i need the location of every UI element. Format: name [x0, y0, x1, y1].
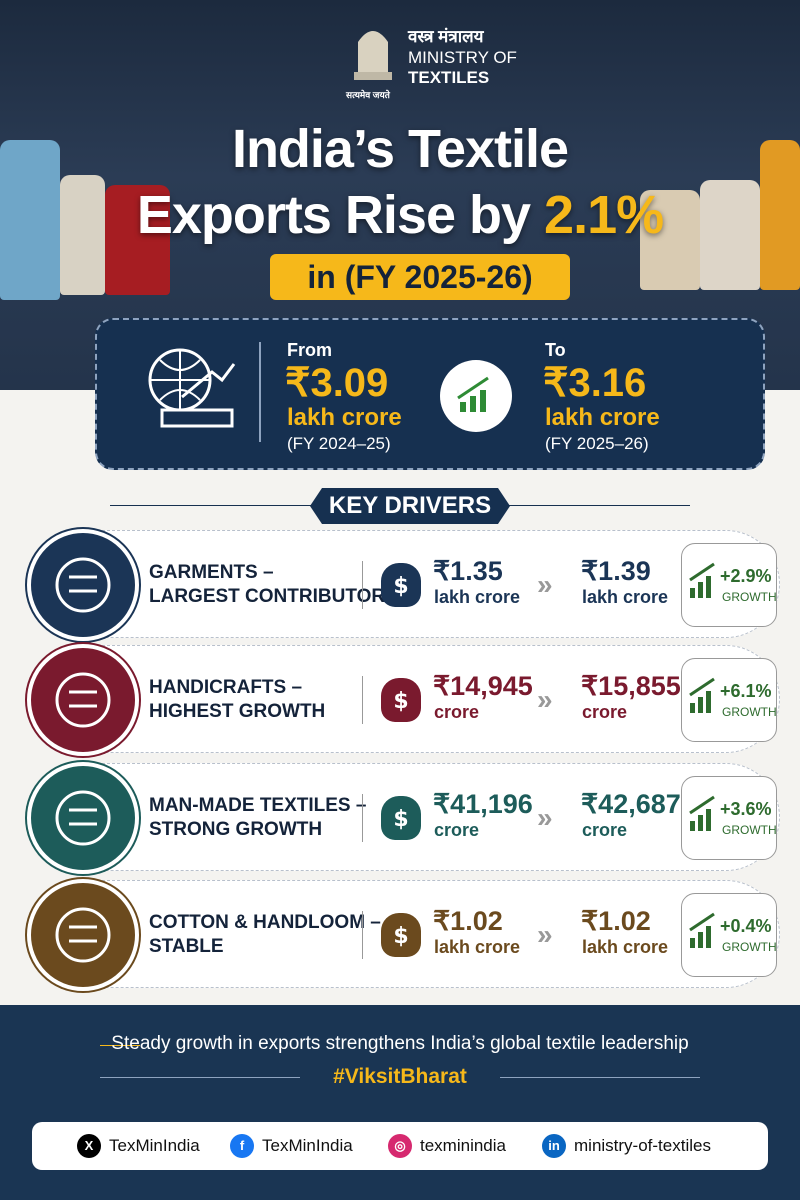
from-unit: lakh crore: [434, 937, 521, 957]
social-icon: in: [542, 1134, 566, 1158]
summary-box: From ₹3.09 lakh crore (FY 2024–25) To ₹3…: [95, 318, 765, 470]
to-unit: crore: [582, 702, 628, 722]
to-unit: lakh crore: [582, 587, 669, 607]
to-amount: ₹1.02: [581, 906, 651, 936]
driver-title: GARMENTS – LARGEST CONTRIBUTOR: [149, 561, 385, 609]
social-link[interactable]: in ministry-of-textiles: [542, 1134, 711, 1158]
motto: सत्यमेव जयते: [346, 90, 390, 100]
from-label: From: [287, 340, 332, 360]
title-text: Exports Rise by: [136, 185, 531, 245]
ministry-name: MINISTRY OF: [408, 48, 517, 67]
social-handle: TexMinIndia: [262, 1136, 353, 1155]
to-amount: ₹15,855: [581, 671, 681, 701]
to-amount: ₹42,687: [581, 789, 681, 819]
driver-title-line: GARMENTS –: [149, 562, 274, 583]
driver-icon: [27, 879, 139, 991]
divider: [362, 794, 363, 842]
social-handle: TexMinIndia: [109, 1136, 200, 1155]
driver-title: COTTON & HANDLOOM – STABLE: [149, 911, 381, 959]
arrow: »: [537, 802, 553, 833]
money-bag-icon: $: [381, 796, 421, 840]
footer: Steady growth in exports strengthens Ind…: [0, 1005, 800, 1200]
money-bag-icon: $: [381, 678, 421, 722]
growth-box: +2.9% GROWTH: [681, 543, 777, 627]
driver-row: HANDICRAFTS – HIGHEST GROWTH $ ₹14,945 crore…: [27, 644, 780, 756]
from-unit: crore: [434, 702, 480, 722]
driver-title-line: STABLE: [149, 936, 224, 957]
from-unit: crore: [434, 820, 480, 840]
arrow: »: [537, 919, 553, 950]
national-emblem: [354, 31, 392, 80]
from-amount: ₹1.35: [433, 556, 503, 586]
growth-icon: [440, 360, 512, 432]
growth-label: GROWTH: [722, 823, 777, 837]
driver-title-line: COTTON & HANDLOOM –: [149, 912, 381, 933]
social-link[interactable]: X TexMinIndia: [77, 1134, 200, 1158]
growth-label: GROWTH: [722, 940, 777, 954]
from-unit: lakh crore: [287, 404, 402, 431]
from-period: (FY 2024–25): [287, 434, 391, 453]
social-icon: f: [230, 1134, 254, 1158]
social-icon: X: [77, 1134, 101, 1158]
growth-value: +2.9%: [720, 566, 772, 586]
driver-row: COTTON & HANDLOOM – STABLE $ ₹1.02 lakh cror…: [27, 879, 780, 991]
money-bag-icon: $: [381, 563, 421, 607]
to-unit: crore: [582, 820, 628, 840]
social-link[interactable]: ◎ texminindia: [388, 1134, 506, 1158]
hashtag: #ViksitBharat: [300, 1065, 500, 1089]
growth-value: +3.6%: [720, 799, 772, 819]
divider: [362, 911, 363, 959]
driver-row: GARMENTS – LARGEST CONTRIBUTOR $ ₹1.35 lakh …: [27, 529, 780, 641]
social-icon: ◎: [388, 1134, 412, 1158]
divider: [362, 561, 363, 609]
ministry-name: TEXTILES: [408, 68, 490, 87]
title-highlight: 2.1%: [544, 185, 664, 245]
social-handle: texminindia: [420, 1136, 506, 1155]
social-bar: X TexMinIndia f TexMinIndia ◎ texminindia in mi…: [32, 1122, 768, 1170]
ministry-hindi: वस्त्र मंत्रालय: [408, 27, 484, 46]
driver-title-line: LARGEST CONTRIBUTOR: [149, 586, 386, 607]
from-unit: lakh crore: [434, 587, 521, 607]
growth-box: +6.1% GROWTH: [681, 658, 777, 742]
growth-value: +0.4%: [720, 916, 772, 936]
growth-label: GROWTH: [722, 705, 777, 719]
driver-title: MAN-MADE TEXTILES – STRONG GROWTH: [149, 794, 366, 842]
section-title: KEY DRIVERS: [310, 488, 510, 524]
arrow: »: [537, 684, 553, 715]
driver-icon: [27, 762, 139, 874]
export-icon: [148, 348, 236, 428]
social-link[interactable]: f TexMinIndia: [230, 1134, 353, 1158]
to-label: To: [545, 340, 566, 360]
money-bag-icon: $: [381, 913, 421, 957]
social-handle: ministry-of-textiles: [574, 1136, 711, 1155]
from-amount: ₹1.02: [433, 906, 503, 936]
to-unit: lakh crore: [545, 404, 660, 431]
driver-row: MAN-MADE TEXTILES – STRONG GROWTH $ ₹41,196…: [27, 762, 780, 874]
driver-icon: [27, 644, 139, 756]
title: Exports Rise by 2.1%: [0, 184, 800, 246]
title: India’s Textile: [231, 119, 569, 179]
driver-title-line: MAN-MADE TEXTILES –: [149, 795, 367, 816]
from-amount: ₹3.09: [285, 361, 389, 405]
from-amount: ₹41,196: [433, 789, 533, 819]
arrow: »: [537, 569, 553, 600]
subtitle: in (FY 2025-26): [270, 254, 570, 300]
to-amount: ₹1.39: [581, 556, 651, 586]
growth-box: +3.6% GROWTH: [681, 776, 777, 860]
driver-icon: [27, 529, 139, 641]
driver-title-line: HIGHEST GROWTH: [149, 701, 326, 722]
driver-title-line: HANDICRAFTS –: [149, 677, 303, 698]
from-amount: ₹14,945: [433, 671, 533, 701]
to-period: (FY 2025–26): [545, 434, 649, 453]
growth-box: +0.4% GROWTH: [681, 893, 777, 977]
to-unit: lakh crore: [582, 937, 669, 957]
growth-value: +6.1%: [720, 681, 772, 701]
growth-label: GROWTH: [722, 590, 777, 604]
driver-title-line: STRONG GROWTH: [149, 819, 323, 840]
divider: [362, 676, 363, 724]
tagline: Steady growth in exports strengthens Ind…: [111, 1033, 689, 1054]
driver-title: HANDICRAFTS – HIGHEST GROWTH: [149, 676, 325, 724]
to-amount: ₹3.16: [543, 361, 647, 405]
